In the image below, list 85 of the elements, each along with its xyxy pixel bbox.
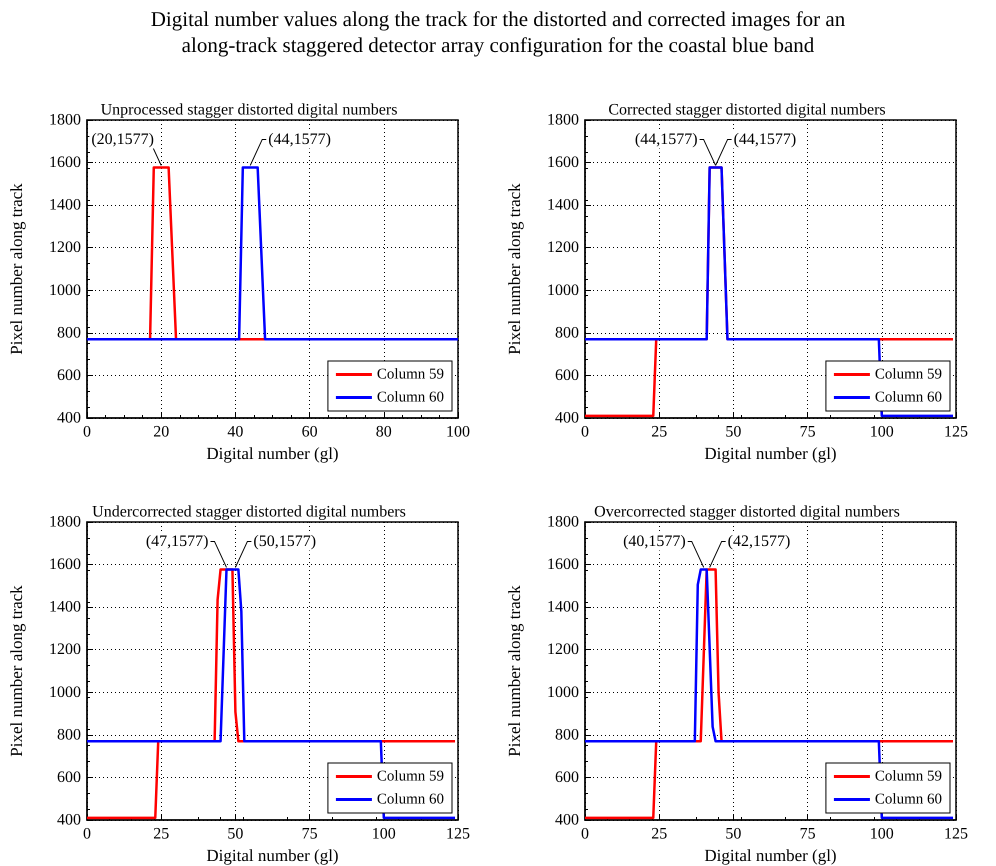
x-tick-label: 20 [153, 424, 170, 440]
y-tick-label: 600 [555, 768, 579, 786]
y-tick-label: 1400 [49, 598, 81, 616]
x-axis-title: Digital number (gl) [704, 444, 837, 463]
y-tick-label: 1200 [547, 641, 579, 658]
y-axis-title: Pixel number along track [7, 584, 26, 757]
x-tick-label: 0 [83, 826, 91, 842]
legend-label: Column 60 [376, 390, 444, 406]
y-tick-label: 1200 [547, 239, 579, 256]
annotation: (44,1577) [634, 130, 698, 148]
chart-subtitle: Overcorrected stagger distorted digital numbers [594, 504, 900, 520]
x-tick-label: 100 [446, 424, 470, 440]
x-tick-label: 0 [581, 826, 589, 842]
y-tick-label: 800 [555, 726, 579, 744]
x-tick-label: 50 [725, 424, 742, 440]
x-axis-title: Digital number (gl) [704, 846, 837, 865]
x-tick-label: 80 [376, 424, 392, 440]
y-axis-title: Pixel number along track [505, 182, 524, 355]
y-axis-title: Pixel number along track [505, 584, 524, 757]
x-tick-label: 100 [372, 826, 396, 842]
y-tick-label: 1600 [547, 556, 579, 574]
y-tick-label: 800 [57, 726, 81, 744]
x-tick-label: 25 [153, 826, 170, 842]
y-tick-label: 1800 [547, 514, 579, 530]
y-tick-label: 400 [57, 410, 81, 426]
y-tick-label: 1600 [547, 154, 579, 172]
y-tick-label: 1800 [49, 112, 81, 128]
x-tick-label: 50 [725, 826, 742, 842]
x-tick-label: 50 [227, 826, 244, 842]
y-tick-label: 1400 [49, 196, 81, 214]
annotation: (50,1577) [253, 532, 316, 550]
y-tick-label: 1000 [49, 684, 81, 701]
x-tick-label: 75 [302, 826, 318, 842]
x-tick-label: 75 [800, 826, 816, 842]
annotation: (44,1577) [268, 130, 331, 148]
y-tick-label: 400 [555, 410, 579, 426]
annotation: (20,1577) [91, 130, 154, 148]
y-tick-label: 1400 [547, 196, 579, 214]
y-tick-label: 1600 [49, 154, 81, 172]
x-tick-label: 75 [800, 424, 816, 440]
y-tick-label: 800 [57, 324, 81, 342]
y-tick-label: 1400 [547, 598, 579, 616]
annotation: (40,1577) [623, 532, 686, 550]
chart-title: Digital number values along the track for the distorted and corrected images for an along-track staggered detector array configuration for the coastal blue band [150, 6, 846, 58]
y-tick-label: 600 [57, 768, 81, 786]
legend-label: Column 59 [376, 768, 444, 784]
y-tick-label: 600 [555, 366, 579, 384]
x-tick-label: 0 [581, 424, 589, 440]
x-tick-label: 125 [446, 826, 470, 842]
legend-label: Column 59 [376, 366, 444, 382]
x-tick-label: 125 [944, 424, 968, 440]
x-axis-title: Digital number (gl) [206, 444, 339, 463]
x-tick-label: 0 [83, 424, 91, 440]
y-tick-label: 800 [555, 324, 579, 342]
annotation: (42,1577) [728, 532, 790, 550]
x-axis-title: Digital number (gl) [206, 846, 339, 865]
chart-subtitle: Corrected stagger distorted digital numbers [608, 102, 886, 118]
y-tick-label: 1800 [547, 112, 579, 128]
annotation: (44,1577) [734, 130, 796, 148]
x-tick-label: 125 [944, 826, 968, 842]
legend-label: Column 59 [874, 366, 942, 382]
x-tick-label: 25 [651, 424, 668, 440]
y-tick-label: 1000 [547, 684, 579, 701]
y-tick-label: 600 [57, 366, 81, 384]
legend-label: Column 59 [874, 768, 942, 784]
y-tick-label: 400 [555, 812, 579, 828]
y-tick-label: 1000 [49, 282, 81, 299]
y-tick-label: 1600 [49, 556, 81, 574]
y-axis-title: Pixel number along track [7, 182, 26, 355]
x-tick-label: 100 [870, 826, 894, 842]
legend-label: Column 60 [376, 792, 444, 808]
legend-label: Column 60 [874, 390, 942, 406]
chart-subtitle: Unprocessed stagger distorted digital numbers [100, 102, 398, 118]
x-tick-label: 40 [227, 424, 244, 440]
annotation: (47,1577) [146, 532, 208, 550]
y-tick-label: 1200 [49, 641, 81, 658]
y-tick-label: 1000 [547, 282, 579, 299]
y-tick-label: 1800 [49, 514, 81, 530]
chart-subtitle: Undercorrected stagger distorted digital numbers [92, 504, 406, 520]
x-tick-label: 100 [870, 424, 894, 440]
y-tick-label: 400 [57, 812, 81, 828]
x-tick-label: 25 [651, 826, 668, 842]
x-tick-label: 60 [302, 424, 318, 440]
y-tick-label: 1200 [49, 239, 81, 256]
legend-label: Column 60 [874, 792, 942, 808]
